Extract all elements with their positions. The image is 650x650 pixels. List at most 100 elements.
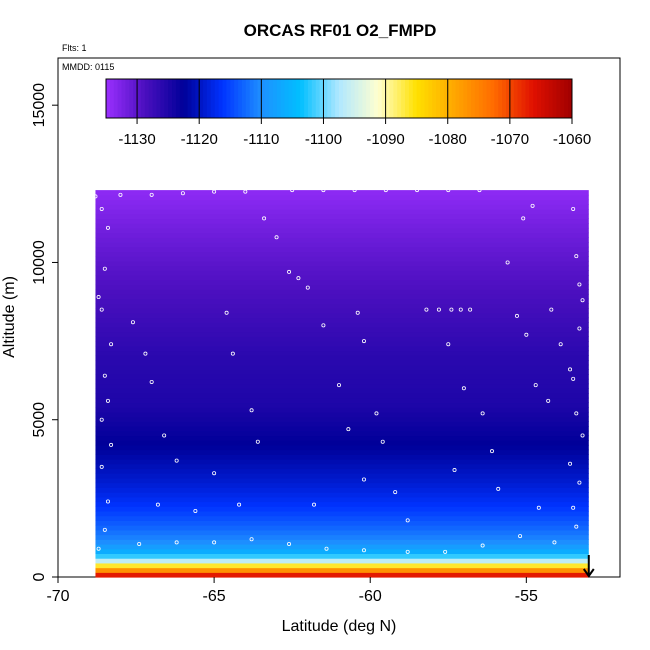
heatmap-cell [95,312,589,319]
flight-point [109,442,114,447]
colorbar-swatch [385,79,390,118]
colorbar-swatch [482,79,488,118]
heatmap-cell [95,284,589,290]
flight-point [571,206,576,211]
flight-point [155,502,160,507]
flight-point [99,417,104,422]
colorbar-swatch [517,79,523,118]
flight-point [174,540,179,545]
flight-point [346,427,351,432]
heatmap-cell [95,308,589,314]
colorbar-swatch [478,79,484,118]
colorbar-tick-label: -1120 [181,131,218,148]
heatmap-cell [95,440,589,446]
heatmap-cell [95,218,589,224]
heatmap-cell [95,548,589,555]
colorbar-swatch [319,79,324,118]
flight-point [552,540,557,545]
flight-point [296,276,301,281]
flight-point [546,398,551,403]
flight-point [405,518,410,523]
colorbar-tick-label: -1090 [366,131,404,148]
flight-point [305,285,310,290]
flight-point [249,408,254,413]
heatmap-cell [95,397,589,404]
colorbar-swatch [300,79,305,118]
colorbar-swatch [405,79,410,118]
flight-point [480,543,485,548]
colorbar-swatch [218,79,223,118]
heatmap-cell [95,341,589,347]
heatmap-cell [95,435,589,441]
heatmap-cell [95,237,589,243]
heatmap-cell [95,199,589,205]
heatmap-cell [95,331,589,337]
colorbar-swatch [307,79,313,118]
x-tick-label: -70 [46,588,69,605]
heatmap-cell [95,501,589,507]
flight-point [352,188,357,193]
heatmap-cell [95,194,589,201]
colorbar-swatch [269,79,274,118]
flight-point [574,411,579,416]
colorbar: -1130 -1120 -1110 -1100 -1090 -1080 -1070 -1060 [105,78,591,148]
heatmap-field [95,190,589,578]
colorbar-swatch [261,79,266,118]
flight-point [458,307,463,312]
flight-point [577,326,582,331]
colorbar-swatch [552,79,557,118]
x-axis: -70 -65 -60 -55 [46,577,538,605]
colorbar-swatch [195,79,200,118]
colorbar-swatch [121,79,126,118]
flights-label: Flts: 1 [62,43,87,53]
heatmap-cell [95,279,589,286]
colorbar-swatch [323,79,328,118]
flight-point [143,351,148,356]
flight-point [130,320,135,325]
colorbar-swatch [424,79,429,118]
flight-point [99,307,104,312]
flight-point [287,269,292,274]
colorbar-swatch [125,79,130,118]
colorbar-swatch [544,79,550,118]
flight-point [99,206,104,211]
colorbar-swatch [389,79,394,118]
flight-point [480,411,485,416]
flight-point [571,505,576,510]
heatmap-cell [95,369,589,375]
heatmap-cell [95,510,589,517]
colorbar-tick-label: -1060 [553,131,591,148]
heatmap-cell [95,246,589,253]
flight-point [137,541,142,546]
flight-point [193,508,198,513]
colorbar-swatch [327,79,332,118]
colorbar-swatch [416,79,422,118]
flight-point [374,411,379,416]
heatmap-cell [95,529,589,536]
flight-point [102,527,107,532]
x-tick-label: -60 [359,588,382,605]
heatmap-cell [95,355,589,361]
colorbar-swatch [443,79,449,118]
flight-point [383,188,388,193]
colorbar-swatch [564,79,569,118]
colorbar-swatch [238,79,243,118]
colorbar-swatch [420,79,425,118]
colorbar-tick-label: -1080 [429,131,467,148]
colorbar-swatch [408,79,414,118]
heatmap-cell [95,430,589,437]
flight-point [162,433,167,438]
x-tick-label: -55 [515,588,538,605]
flight-point [118,192,123,197]
flight-point [243,189,248,194]
colorbar-swatch [362,79,367,118]
flight-point [224,310,229,315]
colorbar-swatch [568,79,573,118]
flight-point [446,188,451,193]
flight-point [274,235,279,240]
colorbar-tick-label: -1110 [243,131,279,148]
colorbar-swatch [451,79,456,118]
flight-point [577,480,582,485]
heatmap-cell [95,506,589,512]
heatmap-cell [95,492,589,498]
